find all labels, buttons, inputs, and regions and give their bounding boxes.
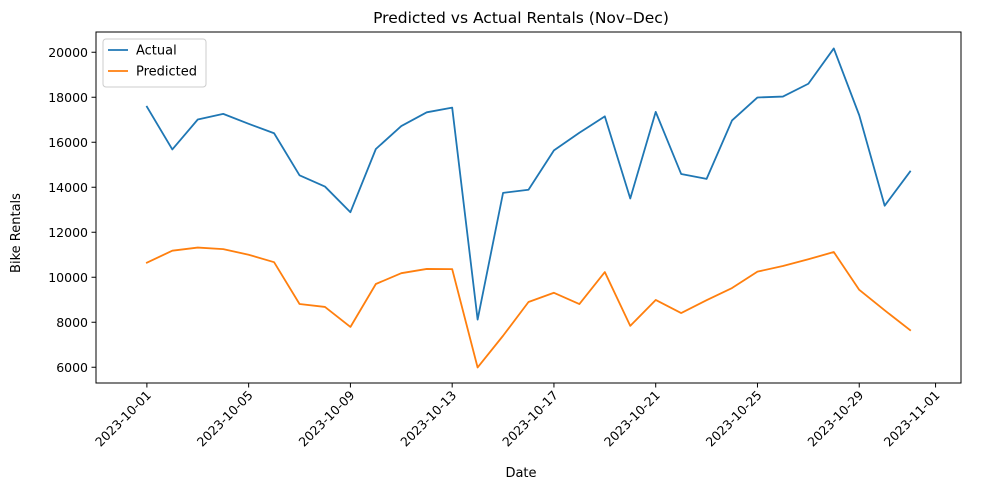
chart-title: Predicted vs Actual Rentals (Nov–Dec) — [373, 9, 669, 27]
y-axis-label: Bike Rentals — [9, 193, 24, 273]
plot-area — [145, 47, 912, 369]
y-tick-label: 8000 — [56, 315, 88, 330]
x-axis: 2023-10-01 2023-10-05 2023-10-09 2023-10-13… — [92, 383, 943, 449]
plot-frame — [95, 31, 962, 384]
x-tick-label: 2023-10-13 — [397, 388, 459, 450]
x-tick-label: 2023-10-05 — [194, 388, 256, 450]
series-line-predicted — [145, 246, 912, 369]
x-tick-label: 2023-11-01 — [881, 388, 943, 450]
legend-label-predicted: Predicted — [136, 65, 197, 80]
legend-label-actual: Actual — [136, 44, 177, 59]
x-tick-label: 2023-10-09 — [296, 387, 358, 449]
y-axis: 6000 8000 10000 12000 14000 16000 18000 20000 — [48, 45, 96, 375]
x-axis-label: Date — [505, 466, 536, 481]
series-line-actual — [145, 47, 912, 321]
x-tick-label: 2023-10-17 — [499, 388, 561, 450]
y-tick-label: 12000 — [48, 225, 88, 240]
x-tick-label: 2023-10-25 — [703, 388, 765, 450]
y-tick-label: 20000 — [48, 45, 88, 60]
y-tick-label: 10000 — [48, 270, 88, 285]
x-tick-label: 2023-10-21 — [601, 388, 663, 450]
y-tick-label: 16000 — [48, 135, 88, 150]
y-tick-label: 6000 — [56, 360, 88, 375]
y-tick-label: 14000 — [48, 180, 88, 195]
x-tick-label: 2023-10-29 — [804, 387, 866, 449]
x-tick-label: 2023-10-01 — [92, 388, 154, 450]
legend-box — [102, 38, 207, 88]
y-tick-label: 18000 — [48, 90, 88, 105]
legend: Actual Predicted — [102, 38, 207, 88]
